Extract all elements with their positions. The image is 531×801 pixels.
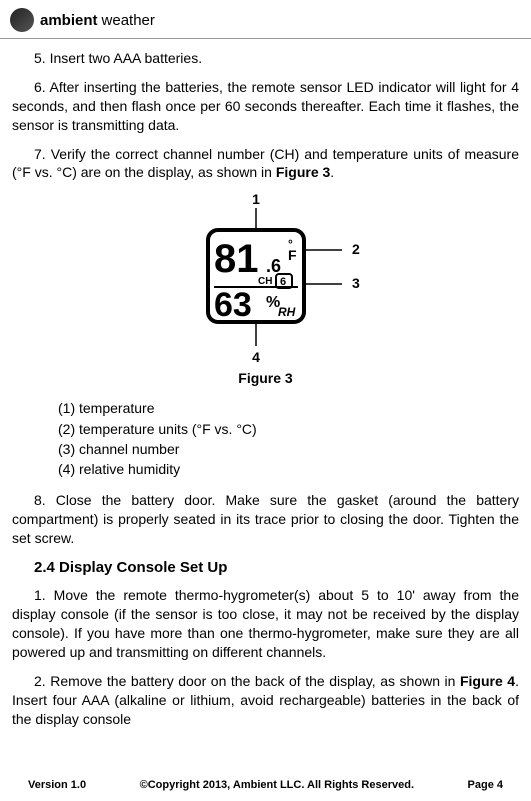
step-7-text-c: .: [330, 164, 334, 180]
footer-page: Page 4: [468, 779, 503, 791]
lcd-temp-big: 81: [214, 237, 259, 281]
s24-p2-a: 2. Remove the battery door on the back o…: [34, 673, 460, 689]
brand-name-bold: ambient: [40, 12, 98, 29]
callout-1-label: 1: [252, 192, 260, 207]
callout-3-label: 3: [352, 275, 360, 291]
brand-name-light: weather: [102, 12, 155, 29]
brand-logo-icon: [10, 8, 34, 32]
figure-3-caption: Figure 3: [12, 369, 519, 388]
lcd-temp-small: .6: [266, 256, 281, 276]
page-footer: Version 1.0 ©Copyright 2013, Ambient LLC…: [0, 779, 531, 791]
figure-3: 1 2 3 4 81 .6 ° F CH 6 63 %: [12, 192, 519, 367]
figure-3-svg: 1 2 3 4 81 .6 ° F CH 6 63 %: [146, 192, 386, 367]
section-2-4-step-2: 2. Remove the battery door on the back o…: [12, 672, 519, 729]
page-content: 5. Insert two AAA batteries. 6. After in…: [0, 39, 531, 729]
step-5: 5. Insert two AAA batteries.: [12, 49, 519, 68]
section-2-4-title: 2.4 Display Console Set Up: [34, 558, 519, 578]
step-7-text-a: 7. Verify the correct channel number (CH…: [12, 146, 519, 181]
lcd-rh: RH: [278, 305, 296, 319]
legend-1: (1) temperature: [58, 398, 519, 418]
footer-version: Version 1.0: [28, 779, 86, 791]
legend-4: (4) relative humidity: [58, 459, 519, 479]
legend-3: (3) channel number: [58, 439, 519, 459]
lcd-unit-f: F: [288, 247, 297, 263]
step-7-figref: Figure 3: [276, 164, 330, 180]
section-2-4-step-1: 1. Move the remote thermo-hygrometer(s) …: [12, 586, 519, 662]
step-8: 8. Close the battery door. Make sure the…: [12, 491, 519, 548]
step-6: 6. After inserting the batteries, the re…: [12, 78, 519, 135]
legend-2: (2) temperature units (°F vs. °C): [58, 419, 519, 439]
callout-2-label: 2: [352, 241, 360, 257]
lcd-humidity: 63: [214, 286, 252, 324]
step-7: 7. Verify the correct channel number (CH…: [12, 145, 519, 183]
callout-4-label: 4: [252, 349, 260, 365]
footer-copyright: ©Copyright 2013, Ambient LLC. All Rights…: [140, 779, 414, 791]
figure-3-legend: (1) temperature (2) temperature units (°…: [58, 398, 519, 479]
lcd-ch-label: CH: [258, 276, 272, 287]
page-header: ambient weather: [0, 0, 531, 39]
s24-p2-figref: Figure 4: [460, 673, 515, 689]
